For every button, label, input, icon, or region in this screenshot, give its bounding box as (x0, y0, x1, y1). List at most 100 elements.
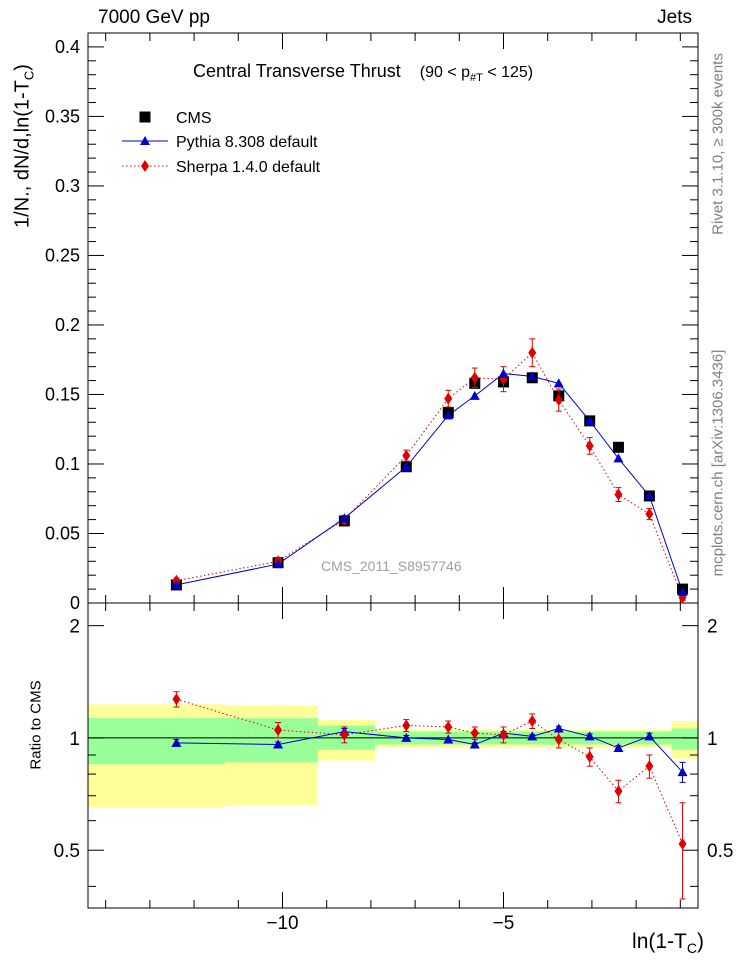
y-tick-label: 0.3 (55, 176, 80, 196)
watermark: CMS_2011_S8957746 (321, 558, 462, 574)
legend-marker (139, 111, 151, 123)
sherpa-point (554, 394, 563, 407)
x-tick-label: −10 (266, 913, 298, 934)
pythia-point (613, 453, 624, 463)
y-tick-label: 0.2 (55, 315, 80, 335)
pythia-ratio-point (469, 739, 480, 749)
sherpa-ratio-point (499, 728, 508, 741)
plot-title-range: (90 < p#T < 125) (419, 64, 534, 85)
pythia-point (401, 461, 412, 471)
sherpa-ratio-point (585, 750, 594, 763)
sherpa-ratio-point (340, 728, 349, 741)
sherpa-point (614, 488, 623, 501)
pythia-ratio-point (527, 731, 538, 741)
range-suffix: < 125) (482, 64, 534, 81)
y-tick-label: 0.1 (55, 454, 80, 474)
band-inner (671, 728, 698, 750)
sherpa-point (402, 449, 411, 462)
ratio-tick-label-right: 1 (707, 729, 718, 750)
legend: CMS Pythia 8.308 default Sherpa 1.4.0 defa… (122, 110, 321, 176)
y-tick-label: 0.35 (45, 106, 80, 126)
ratio-plot-series (171, 691, 688, 900)
sherpa-ratio-point (444, 720, 453, 733)
process-label: Jets (657, 7, 692, 28)
legend-marker (140, 136, 150, 145)
y-tick-label: 0.15 (45, 384, 80, 404)
ylabel-main: 1/N., dN/d,ln(1-T (11, 80, 34, 228)
band-inner (225, 718, 318, 763)
main-plot-axes: 0 0.05 0.1 0.15 0.2 0.25 0.3 0.35 0.4 (45, 32, 699, 613)
pythia-point (339, 513, 350, 523)
x-tick-label: −5 (493, 913, 515, 934)
ylabel-sub: C (21, 70, 37, 81)
legend-label: CMS (176, 110, 212, 127)
main-plot-series (170, 338, 689, 604)
pythia-point (469, 390, 480, 400)
legend-label: Pythia 8.308 default (176, 134, 318, 151)
y-tick-label: 0.4 (55, 37, 80, 57)
pythia-point (527, 371, 538, 381)
energy-label: 7000 GeV pp (98, 7, 210, 28)
xlabel-main: ln(1-T (632, 930, 687, 953)
band-inner (88, 718, 226, 765)
sherpa-ratio-point (678, 837, 687, 850)
ratio-uncertainty-bands (88, 704, 698, 808)
pythia-ratio-point (273, 739, 284, 749)
sherpa-point (444, 392, 453, 405)
range-prefix: (90 < p (419, 64, 471, 81)
cms-point (612, 441, 624, 453)
pythia-point (171, 579, 182, 589)
pythia-point (584, 415, 595, 425)
sherpa-point (585, 439, 594, 452)
pythia-ratio-point (171, 737, 182, 747)
sherpa-ratio-point (614, 785, 623, 798)
xlabel-sub: C (686, 940, 697, 957)
pythia-ratio-point (443, 734, 454, 744)
x-axis-label: ln(1-TC) (632, 930, 704, 956)
sherpa-ratio-point (528, 715, 537, 728)
rivet-label: Rivet 3.1.10, ≥ 300k events (709, 53, 727, 235)
pythia-point (677, 586, 688, 596)
sherpa-ratio-point (172, 693, 181, 706)
ratio-tick-label-left: 1 (69, 729, 80, 750)
ratio-plot-axes: −10 −5 0.5 0.5 1 1 2 2 (54, 587, 733, 934)
ratio-tick-label-left: 0.5 (54, 841, 80, 862)
y-tick-label: 0.25 (45, 245, 80, 265)
ratio-tick-label-right: 0.5 (707, 841, 733, 862)
main-y-axis-label: 1/N., dN/d,ln(1-TC) (12, 64, 37, 228)
pythia-ratio-point (644, 731, 655, 741)
plot-title-text: Central Transverse Thrust (193, 61, 401, 81)
ratio-tick-label-right: 2 (707, 617, 718, 638)
sherpa-point (645, 508, 654, 521)
y-tick-label: 0.05 (45, 523, 80, 543)
pythia-point (644, 490, 655, 500)
plot-title: Central Transverse Thrust (90 < p#T < 12… (193, 61, 533, 84)
ratio-y-axis-label: Ratio to CMS (27, 680, 45, 770)
y-tick-label: 0 (70, 593, 80, 613)
mcplots-label: mcplots.cern.ch [arXiv:1306.3436] (709, 349, 727, 577)
sherpa-ratio-point (554, 733, 563, 746)
legend-marker (141, 160, 149, 172)
pythia-ratio-point (401, 732, 412, 742)
pythia-ratio-point (553, 723, 564, 733)
pythia-point (443, 410, 454, 420)
pythia-ratio-point (584, 731, 595, 741)
ratio-tick-label-left: 2 (69, 617, 80, 638)
sherpa-point (470, 371, 479, 384)
pythia-ratio-point (677, 767, 688, 777)
pythia-point (273, 559, 284, 569)
sherpa-ratio-point (274, 724, 283, 737)
sherpa-ratio-point (402, 719, 411, 732)
range-sub: #T (470, 72, 483, 85)
sherpa-ratio-point (645, 760, 654, 773)
xlabel-close: ) (697, 930, 704, 953)
sherpa-ratio-point (470, 727, 479, 740)
ylabel-close: ) (11, 64, 34, 71)
sherpa-point (528, 346, 537, 359)
ratio-frame (87, 602, 699, 909)
legend-label: Sherpa 1.4.0 default (176, 159, 321, 176)
pythia-ratio-point (613, 742, 624, 752)
pythia-point (553, 378, 564, 388)
pythia-point (498, 368, 509, 378)
